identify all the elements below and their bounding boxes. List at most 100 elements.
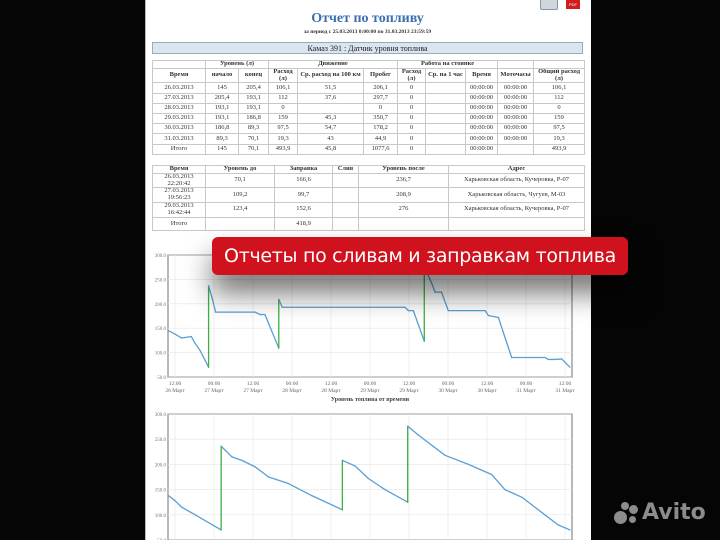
level-segment xyxy=(561,358,571,368)
table-cell: 276 xyxy=(358,202,449,218)
level-segment xyxy=(440,291,449,312)
x-tick-date: 29 Март xyxy=(360,388,380,394)
level-segment xyxy=(254,466,270,478)
table-cell xyxy=(448,216,585,232)
level-segment xyxy=(521,496,546,516)
group-header-row: Уровень (л) Движение Работа на стоянке xyxy=(152,60,586,69)
level-segment xyxy=(267,476,290,485)
x-tick-time: 00:00 xyxy=(442,381,455,387)
y-tick-label: 300.0 xyxy=(155,413,167,418)
table-row: Итого 418,9 xyxy=(152,216,585,232)
level-segment xyxy=(431,282,436,293)
table-row: 29.03.2013 16:42:44 123,4 152,6 276 Харьковс… xyxy=(152,202,585,218)
level-segment xyxy=(557,524,571,531)
x-tick-date: 28 Март xyxy=(321,388,341,394)
table-cell: 418,9 xyxy=(274,216,333,232)
x-tick-date: 27 Март xyxy=(243,388,263,394)
x-tick-time: 00:00 xyxy=(208,381,221,387)
chart-title: Уровень топлива от времени xyxy=(331,397,410,403)
table-row: 28.03.2013 193,1 193,1 0 0 0 00:00:00 00:00:00 0 xyxy=(152,102,586,115)
report-period: за период с 25.03.2013 0:00:00 по 31.03.… xyxy=(303,29,432,35)
x-tick-time: 12:00 xyxy=(325,381,338,387)
level-segment xyxy=(254,311,261,316)
level-segment xyxy=(467,463,493,476)
level-segment xyxy=(497,316,513,359)
x-tick-time: 00:00 xyxy=(286,381,299,387)
y-tick-label: 150.0 xyxy=(155,489,167,494)
level-segment xyxy=(287,482,313,497)
level-segment xyxy=(412,309,425,342)
level-segment xyxy=(278,298,283,308)
level-segment xyxy=(384,488,409,503)
x-tick-time: 00:00 xyxy=(520,381,533,387)
level-segment xyxy=(354,465,370,480)
level-segment xyxy=(444,454,470,466)
table-row: 31.03.2013 89,3 70,1 19,3 43 44,9 0 00:00:00 00:… xyxy=(152,133,586,145)
level-segment xyxy=(167,494,176,502)
x-tick-date: 28 Март xyxy=(282,388,302,394)
header-cell xyxy=(533,60,586,69)
table-cell: 123,4 xyxy=(205,202,275,218)
level-segment xyxy=(311,494,344,511)
x-tick-time: 12:00 xyxy=(403,381,416,387)
x-tick-time: 12:00 xyxy=(247,381,260,387)
level-segment xyxy=(490,473,506,491)
table-cell: 493,9 xyxy=(533,143,586,155)
level-segment xyxy=(193,341,201,352)
level-segment xyxy=(264,313,280,349)
y-tick-label: 100.0 xyxy=(155,514,167,519)
level-segment xyxy=(404,306,410,312)
table-cell: Харьковская область, Кучеровка, Р-07 xyxy=(448,202,585,218)
x-tick-time: 12:00 xyxy=(559,381,572,387)
table-cell: 29.03.2013 16:42:44 xyxy=(152,202,206,218)
level-segment xyxy=(487,314,500,319)
level-segment xyxy=(190,335,196,344)
x-tick-date: 29 Март xyxy=(399,388,419,394)
x-tick-date: 31 Март xyxy=(516,388,536,394)
level-segment xyxy=(484,309,490,317)
level-segment xyxy=(544,514,559,526)
x-tick-date: 26 Март xyxy=(165,388,185,394)
y-tick-label: 150.0 xyxy=(155,327,167,332)
level-segment xyxy=(504,488,523,498)
table-row: Итого 145 70,1 493,9 45,8 1077,6 0 00:00:00 493,… xyxy=(152,143,586,155)
level-segment xyxy=(407,425,420,436)
table-row: 27.03.2013 205,4 193,1 112 37,6 297,7 0 00:00:0… xyxy=(152,92,586,104)
x-tick-date: 30 Март xyxy=(438,388,458,394)
level-segment xyxy=(207,285,213,298)
column-header: Адрес xyxy=(448,165,585,174)
level-segment xyxy=(241,459,256,468)
table-row: 29.03.2013 193,1 186,8 159 45,3 350,7 0 00:00:0… xyxy=(152,112,586,125)
level-segment xyxy=(180,335,192,339)
report-title: Отчет по топливу xyxy=(311,11,424,26)
level-segment xyxy=(199,349,210,368)
column-header-row: Время Уровень до Заправка Слив Уровень после… xyxy=(152,165,585,174)
table-cell: 1077,6 xyxy=(362,143,399,155)
level-segment xyxy=(174,333,183,339)
y-tick-label: 250.0 xyxy=(155,278,167,283)
level-segment xyxy=(211,296,217,313)
printer-icon[interactable] xyxy=(540,0,558,10)
y-tick-label: 100.0 xyxy=(155,352,167,357)
summary-table: Уровень (л) Движение Работа на стоянке В… xyxy=(152,60,586,155)
level-segment xyxy=(167,329,176,335)
level-segment xyxy=(417,434,446,456)
promo-banner: Отчеты по сливам и заправкам топлива xyxy=(212,237,628,275)
x-tick-date: 30 Март xyxy=(477,388,497,394)
y-tick-label: 250.0 xyxy=(155,438,167,443)
level-segment xyxy=(367,477,386,491)
table-cell: 00:00:00 xyxy=(465,143,499,155)
group-header-parking: Работа на стоянке xyxy=(397,60,499,69)
level-segment xyxy=(341,459,356,467)
x-tick-date: 31 Март xyxy=(555,388,575,394)
y-tick-label: 200.0 xyxy=(155,463,167,468)
level-segment xyxy=(231,456,243,462)
x-tick-time: 00:00 xyxy=(364,381,377,387)
y-tick-label: 300.0 xyxy=(155,254,167,259)
x-tick-time: 12:00 xyxy=(481,381,494,387)
level-segment xyxy=(194,514,222,531)
pdf-icon[interactable]: PDF xyxy=(566,0,580,9)
vehicle-header: Камаз 391 : Датчик уровня топлива xyxy=(152,42,583,54)
level-segment xyxy=(181,506,196,516)
